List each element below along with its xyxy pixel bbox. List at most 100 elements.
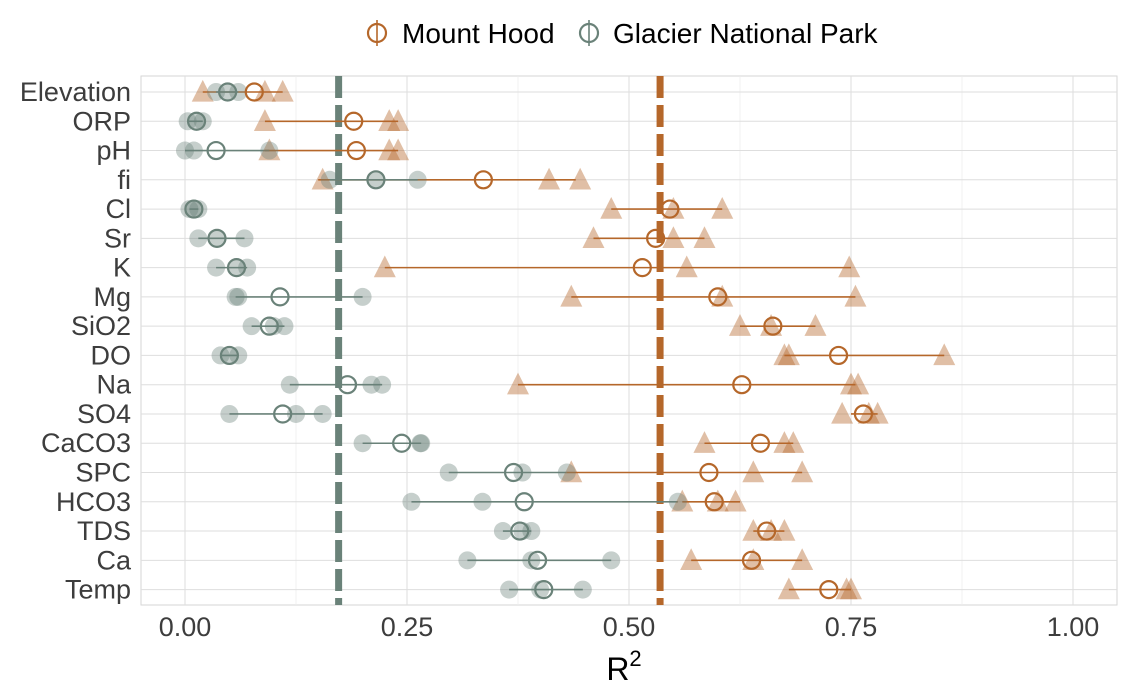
data-point-glacier-national-park-hco3 xyxy=(473,492,492,511)
data-point-mount-hood-elevation xyxy=(253,79,276,102)
data-point-mount-hood-orp xyxy=(387,109,410,131)
data-point-glacier-national-park-fi xyxy=(408,170,427,189)
data-point-glacier-national-park-k xyxy=(207,258,226,277)
data-point-mount-hood-cl xyxy=(662,196,685,219)
mean-marker-glacier-national-park-cl xyxy=(184,199,204,219)
x-axis-label: R2 xyxy=(606,646,641,687)
mean-marker-glacier-national-park-so4 xyxy=(273,404,293,424)
data-point-glacier-national-park-fi xyxy=(320,170,339,189)
y-tick-label-ph: pH xyxy=(96,136,131,166)
x-axis-label-base: R xyxy=(606,651,629,687)
data-point-glacier-national-park-temp xyxy=(500,580,519,599)
x-tick-label: 1.00 xyxy=(1047,612,1100,642)
data-point-mount-hood-na xyxy=(840,372,862,395)
data-point-mount-hood-so4 xyxy=(866,401,889,424)
y-tick-label-na: Na xyxy=(96,370,131,400)
data-point-glacier-national-park-sio2 xyxy=(275,317,294,336)
data-point-mount-hood-ca xyxy=(791,548,814,570)
data-point-mount-hood-temp xyxy=(777,577,800,600)
mean-marker-glacier-national-park-na xyxy=(337,375,358,395)
data-point-mount-hood-fi xyxy=(538,167,561,190)
mean-marker-mount-hood-fi xyxy=(473,170,493,190)
data-point-mount-hood-elevation xyxy=(271,79,294,102)
legend-label-mount-hood: Mount Hood xyxy=(402,18,555,49)
data-point-mount-hood-caco3 xyxy=(773,431,796,453)
data-point-glacier-national-park-so4 xyxy=(313,404,332,423)
data-point-glacier-national-park-temp xyxy=(531,580,550,599)
y-tick-label-sr: Sr xyxy=(104,223,131,253)
y-tick-label-orp: ORP xyxy=(72,106,131,136)
data-point-glacier-national-park-na xyxy=(373,375,392,394)
data-point-glacier-national-park-hco3 xyxy=(668,492,687,511)
data-point-mount-hood-fi xyxy=(311,167,334,190)
data-point-mount-hood-hco3 xyxy=(671,489,694,512)
mean-marker-mount-hood-na xyxy=(732,375,752,395)
mean-marker-mount-hood-elevation xyxy=(244,82,264,102)
y-tick-label-tds: TDS xyxy=(77,516,131,546)
mean-marker-glacier-national-park-temp xyxy=(534,579,554,600)
data-point-mount-hood-ca xyxy=(680,548,703,570)
mean-marker-mount-hood-hco3 xyxy=(704,492,724,512)
legend: Mount Hood Glacier National Park xyxy=(366,18,879,49)
data-point-mount-hood-so4 xyxy=(857,401,880,424)
data-point-glacier-national-park-mg xyxy=(229,287,248,306)
data-point-glacier-national-park-sio2 xyxy=(242,317,261,336)
data-point-mount-hood-temp xyxy=(835,577,858,600)
y-tick-label-caco3: CaCO3 xyxy=(41,428,131,458)
mean-marker-glacier-national-park-spc xyxy=(503,462,524,483)
mean-marker-glacier-national-park-ca xyxy=(527,550,548,570)
mean-marker-glacier-national-park-tds xyxy=(510,521,530,541)
data-point-glacier-national-park-spc xyxy=(439,463,458,482)
mean-marker-mount-hood-sio2 xyxy=(763,316,783,336)
data-point-glacier-national-park-mg xyxy=(226,287,245,306)
data-point-mount-hood-tds xyxy=(760,518,783,541)
data-point-mount-hood-caco3 xyxy=(693,431,716,453)
data-point-mount-hood-spc xyxy=(791,460,814,483)
y-tick-label-cl: Cl xyxy=(106,194,132,224)
data-point-glacier-national-park-na xyxy=(362,375,381,394)
x-tick-label: 0.00 xyxy=(159,612,212,642)
data-point-mount-hood-k xyxy=(373,255,396,278)
mean-marker-glacier-national-park-ph xyxy=(206,140,226,161)
mean-lines xyxy=(335,76,664,605)
data-point-glacier-national-park-mg xyxy=(353,287,372,306)
data-point-mount-hood-sr xyxy=(693,226,716,249)
mean-marker-glacier-national-park-k xyxy=(226,258,247,278)
mean-marker-mount-hood-do xyxy=(828,345,849,366)
data-point-glacier-national-park-cl xyxy=(184,200,203,219)
mean-marker-mount-hood-mg xyxy=(708,287,728,307)
mean-marker-mount-hood-tds xyxy=(757,521,777,541)
data-point-glacier-national-park-temp xyxy=(573,580,592,599)
mean-marker-mount-hood-sr xyxy=(646,228,666,248)
data-point-mount-hood-sio2 xyxy=(729,314,751,336)
data-point-mount-hood-ph xyxy=(387,138,410,161)
y-tick-label-k: K xyxy=(113,253,131,283)
y-tick-label-hco3: HCO3 xyxy=(56,487,131,517)
data-point-mount-hood-spc xyxy=(742,460,765,483)
mean-marker-glacier-national-park-fi xyxy=(366,170,386,190)
data-point-mount-hood-caco3 xyxy=(782,431,805,453)
data-point-glacier-national-park-do xyxy=(220,346,239,365)
data-point-glacier-national-park-ph xyxy=(184,141,203,160)
data-point-glacier-national-park-fi xyxy=(366,170,385,189)
data-point-mount-hood-sr xyxy=(582,226,605,249)
data-point-glacier-national-park-ph xyxy=(260,141,279,160)
mean-marker-mount-hood-cl xyxy=(660,199,680,219)
data-point-glacier-national-park-cl xyxy=(180,200,199,219)
data-point-glacier-national-park-na xyxy=(280,375,299,394)
data-point-glacier-national-park-cl xyxy=(189,200,208,219)
y-tick-label-fi: fi xyxy=(118,165,132,195)
mean-marker-glacier-national-park-orp xyxy=(186,111,207,131)
data-point-glacier-national-park-hco3 xyxy=(402,492,421,511)
data-point-glacier-national-park-caco3 xyxy=(353,434,372,453)
mean-markers xyxy=(184,82,874,600)
mean-marker-mount-hood-k xyxy=(632,258,652,278)
x-tick-label: 0.75 xyxy=(825,612,878,642)
legend-item-mount-hood: Mount Hood xyxy=(366,18,555,49)
data-point-mount-hood-k xyxy=(838,255,861,278)
data-point-mount-hood-temp xyxy=(840,577,862,600)
mean-marker-glacier-national-park-hco3 xyxy=(514,492,534,512)
data-point-mount-hood-hco3 xyxy=(724,489,747,512)
data-point-mount-hood-fi xyxy=(569,167,592,190)
